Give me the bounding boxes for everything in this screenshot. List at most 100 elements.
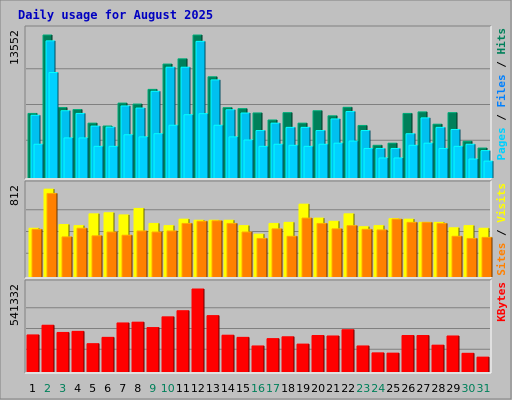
bar-pages-7-face [124,134,133,178]
bar-sites-19-face [302,218,312,277]
bar-sites-9-face [152,232,162,277]
bar-kbytes-12-face [192,289,204,372]
bar-pages-28-face [439,148,448,178]
bar-kbytes-13 [206,315,220,372]
bar-pages-4-face [79,137,88,178]
bar-kbytes-9-face [147,327,159,372]
bar-kbytes-1 [26,334,40,372]
bar-kbytes-5 [86,343,100,372]
x-tick-label-15: 15 [236,382,250,395]
bar-pages-21 [333,142,344,178]
bar-pages-2 [48,71,59,178]
bar-pages-29 [453,145,464,178]
bar-sites-21-face [332,228,342,277]
legend-visits: Visits [495,183,508,223]
bar-pages-10 [168,124,179,178]
bar-pages-30-face [469,159,478,178]
x-tick-label-1: 1 [29,382,36,395]
bar-sites-12 [196,220,208,277]
bar-sites-11 [181,222,193,277]
bar-pages-26-face [409,145,418,178]
bar-sites-15 [241,231,253,277]
x-tick-label-24: 24 [371,382,385,395]
bar-kbytes-24 [371,352,385,372]
bar-pages-25-face [394,157,403,178]
bar-kbytes-19 [296,343,310,372]
bar-sites-30-face [467,238,477,277]
bar-sites-17 [271,228,283,277]
bar-sites-5-face [92,235,102,277]
bar-sites-2-face [47,193,57,277]
bar-kbytes-3-face [57,332,69,372]
bar-kbytes-12 [191,288,205,372]
bar-pages-31-face [484,161,493,178]
x-tick-label-16: 16 [251,382,265,395]
bar-kbytes-3 [56,331,70,372]
bar-kbytes-25 [386,352,400,372]
legend-hits: Hits [495,28,508,55]
bar-kbytes-26-face [402,335,414,372]
x-tick-label-21: 21 [326,382,340,395]
panel-usage-max-label: 13552 [8,30,21,65]
bar-kbytes-9 [146,327,160,372]
bar-sites-31-face [482,237,492,277]
bar-pages-19 [303,145,314,178]
bar-kbytes-15 [236,336,250,372]
bar-pages-2-face [49,72,58,178]
bar-kbytes-20 [311,335,325,372]
bar-kbytes-28-face [432,345,444,372]
bar-pages-16 [258,145,269,178]
bar-kbytes-25-face [387,353,399,372]
bar-pages-6 [108,145,119,178]
panel-kbytes-legend: KBytes [495,282,508,322]
bar-pages-11-face [184,114,193,178]
bar-kbytes-18 [281,336,295,372]
bar-pages-15-face [244,140,253,178]
panel-usage-legend: Pages / Files / Hits [495,28,508,161]
x-tick-label-18: 18 [281,382,295,395]
bar-pages-23 [363,147,374,178]
bar-sites-10-face [167,230,177,277]
bar-pages-23-face [364,148,373,178]
bar-sites-20-face [317,223,327,277]
bar-kbytes-16 [251,345,265,372]
bar-sites-21 [331,228,343,277]
bar-kbytes-11 [176,310,190,372]
bar-sites-22 [346,225,358,277]
bar-pages-5-face [94,146,103,178]
bar-sites-25 [391,218,403,277]
bar-sites-20 [316,222,328,277]
bar-sites-3-face [62,236,72,277]
bar-pages-7 [123,134,134,178]
x-tick-label-9: 9 [149,382,156,395]
bar-kbytes-11-face [177,310,189,372]
bar-kbytes-17-face [267,338,279,372]
bar-sites-18 [286,235,298,277]
bar-kbytes-28 [431,344,445,372]
bar-kbytes-31-face [477,357,489,372]
bar-sites-4 [76,227,88,277]
bar-sites-23 [361,228,373,277]
bar-pages-13-face [214,125,223,178]
x-tick-label-13: 13 [206,382,220,395]
bar-sites-29-face [452,236,462,277]
bar-kbytes-4-face [72,331,84,372]
bar-kbytes-5-face [87,343,99,372]
bar-sites-22-face [347,225,357,277]
bar-kbytes-7 [116,322,130,372]
bar-pages-18-face [289,145,298,178]
x-tick-label-8: 8 [134,382,141,395]
x-tick-label-29: 29 [446,382,460,395]
x-tick-label-14: 14 [221,382,235,395]
x-tick-label-30: 30 [461,382,475,395]
legend-kbytes: KBytes [495,282,508,322]
panel-visits-max-label: 812 [8,185,21,206]
bar-pages-24-face [379,157,388,178]
bar-pages-19-face [304,146,313,178]
bar-kbytes-29-face [447,335,459,372]
x-tick-label-23: 23 [356,382,370,395]
bar-sites-28-face [437,223,447,277]
bar-pages-6-face [109,146,118,178]
bar-sites-2 [46,192,58,277]
